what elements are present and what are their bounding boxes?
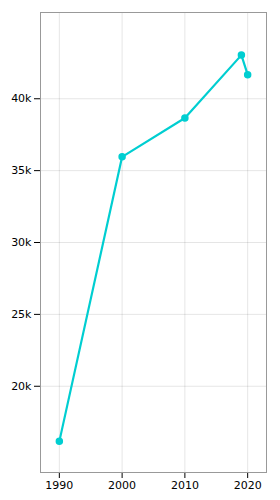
svg-text:1990: 1990 [45, 479, 73, 492]
svg-text:30k: 30k [11, 236, 32, 249]
svg-text:2010: 2010 [171, 479, 199, 492]
svg-text:40k: 40k [11, 92, 32, 105]
svg-text:2020: 2020 [234, 479, 262, 492]
svg-text:20k: 20k [11, 380, 32, 393]
svg-text:2000: 2000 [108, 479, 136, 492]
svg-text:25k: 25k [11, 308, 32, 321]
svg-text:35k: 35k [11, 164, 32, 177]
